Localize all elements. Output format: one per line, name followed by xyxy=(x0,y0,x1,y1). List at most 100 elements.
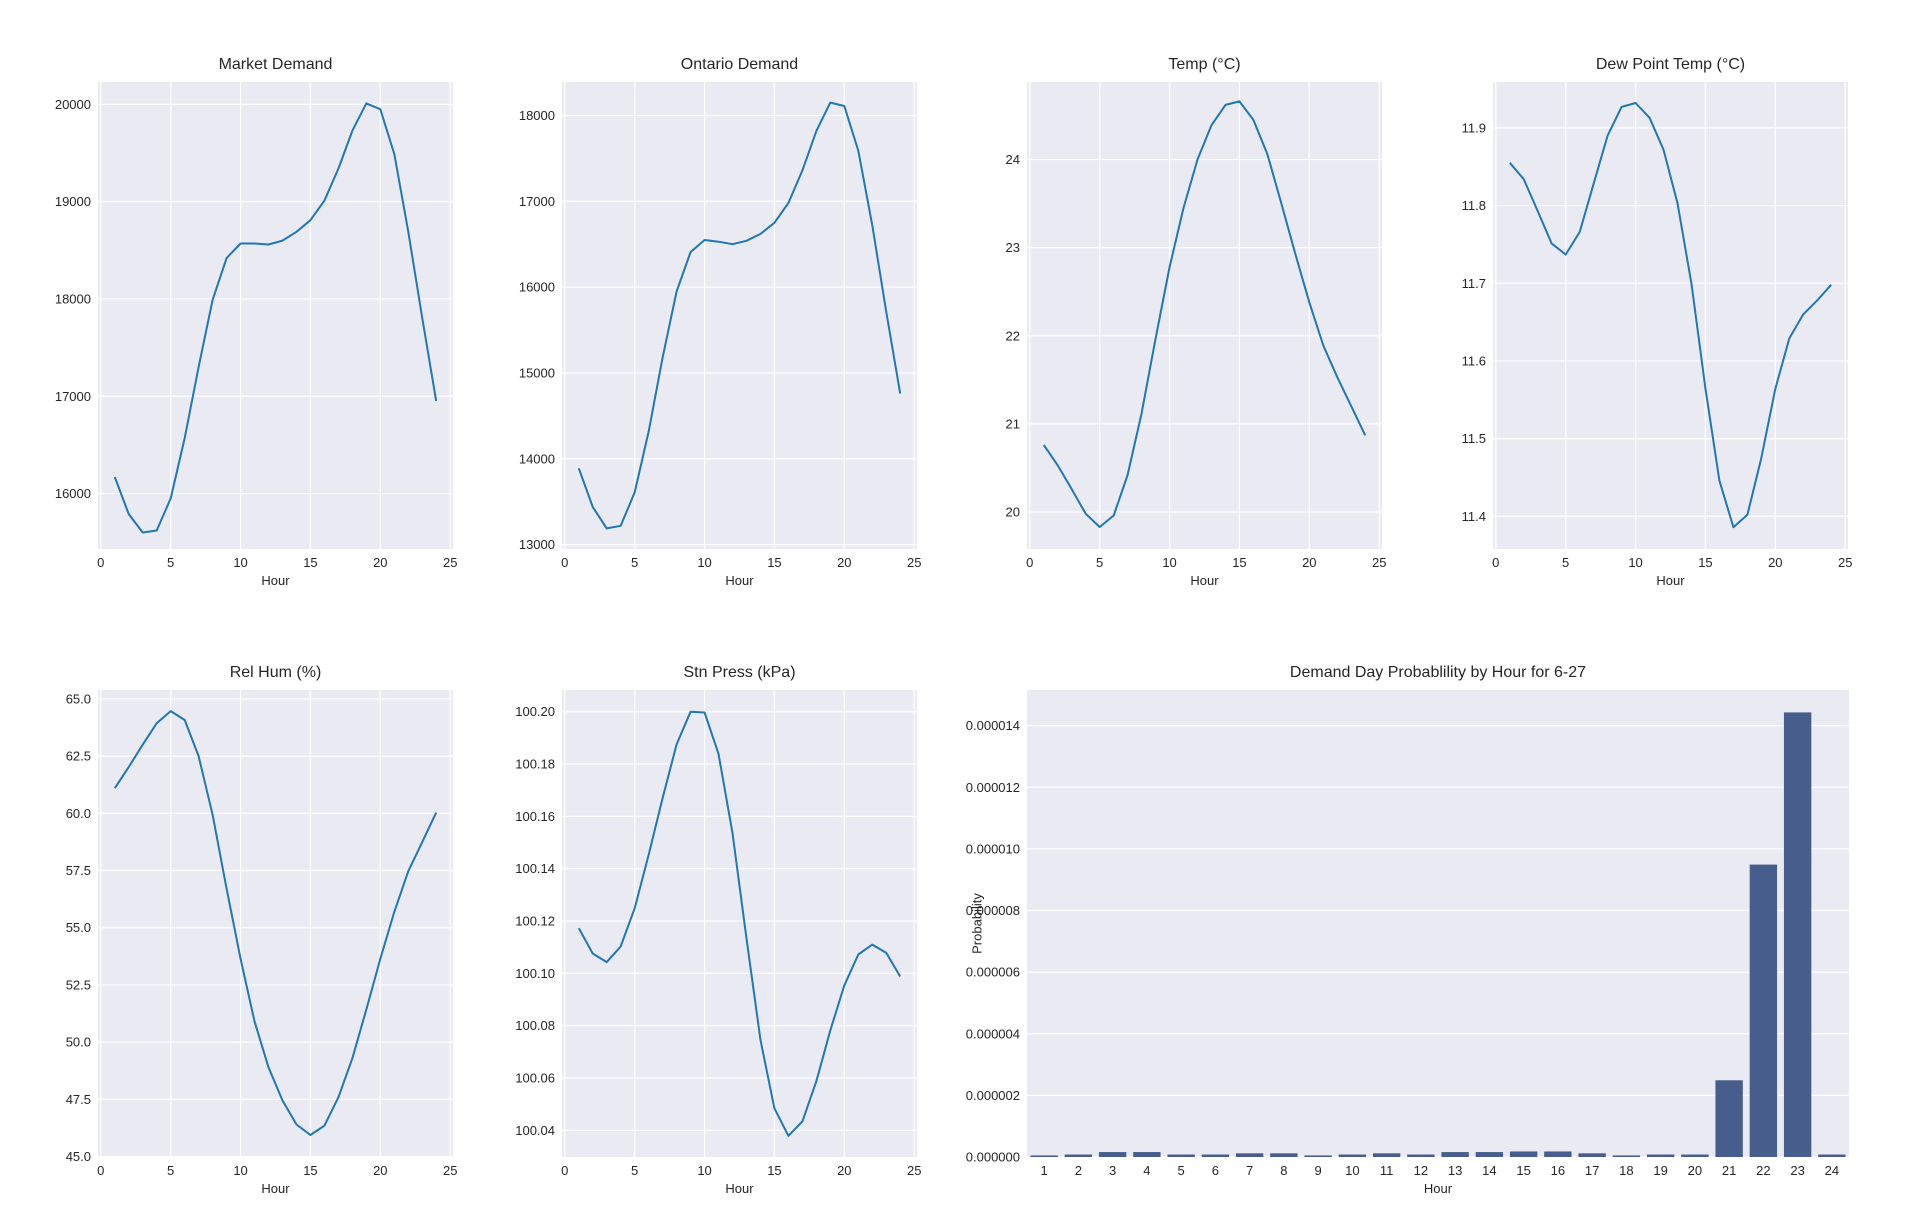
bar-hour-19 xyxy=(1646,1154,1675,1157)
bar-hour-11 xyxy=(1372,1153,1401,1157)
svg-text:0: 0 xyxy=(561,555,568,570)
svg-text:0.000006: 0.000006 xyxy=(966,965,1020,980)
x-axis-label: Hour xyxy=(1190,573,1219,588)
svg-text:100.14: 100.14 xyxy=(515,861,555,876)
bar-hour-10 xyxy=(1338,1154,1367,1157)
svg-text:15: 15 xyxy=(767,1163,781,1178)
svg-text:25: 25 xyxy=(907,1163,921,1178)
bar-hour-23 xyxy=(1783,712,1812,1157)
svg-text:100.20: 100.20 xyxy=(515,704,555,719)
svg-text:100.08: 100.08 xyxy=(515,1018,555,1033)
svg-text:0: 0 xyxy=(1492,555,1499,570)
chart-title: Dew Point Temp (°C) xyxy=(1595,56,1746,73)
bar-hour-24 xyxy=(1818,1154,1846,1157)
svg-text:25: 25 xyxy=(1838,555,1852,570)
svg-text:0.000000: 0.000000 xyxy=(966,1150,1020,1165)
svg-text:0: 0 xyxy=(561,1163,568,1178)
data-line xyxy=(1509,102,1832,529)
svg-text:22: 22 xyxy=(1006,328,1020,343)
chart-title: Temp (°C) xyxy=(1168,56,1241,73)
svg-text:21: 21 xyxy=(1722,1163,1736,1178)
svg-text:17: 17 xyxy=(1585,1163,1599,1178)
bar-hour-13 xyxy=(1441,1152,1469,1157)
bar-hour-22 xyxy=(1749,864,1778,1157)
bar-hour-15 xyxy=(1509,1151,1538,1157)
svg-text:5: 5 xyxy=(631,1163,638,1178)
svg-text:11: 11 xyxy=(1380,1163,1394,1178)
svg-text:4: 4 xyxy=(1143,1163,1150,1178)
svg-text:12: 12 xyxy=(1414,1163,1428,1178)
svg-text:14: 14 xyxy=(1482,1163,1496,1178)
svg-text:17000: 17000 xyxy=(519,194,555,209)
svg-text:20: 20 xyxy=(373,555,387,570)
svg-text:11.6: 11.6 xyxy=(1462,353,1486,368)
svg-text:10: 10 xyxy=(697,555,711,570)
svg-text:11.5: 11.5 xyxy=(1462,431,1486,446)
svg-text:0.000002: 0.000002 xyxy=(966,1088,1020,1103)
svg-text:1: 1 xyxy=(1041,1163,1048,1178)
svg-text:15: 15 xyxy=(1698,555,1712,570)
svg-text:18: 18 xyxy=(1619,1163,1633,1178)
svg-text:0: 0 xyxy=(1026,555,1033,570)
svg-text:25: 25 xyxy=(1372,555,1386,570)
svg-text:25: 25 xyxy=(443,555,457,570)
svg-text:14000: 14000 xyxy=(519,451,555,466)
data-line xyxy=(113,102,438,534)
x-axis-label: Hour xyxy=(725,573,754,588)
bar-hour-7 xyxy=(1235,1153,1264,1157)
svg-text:16: 16 xyxy=(1551,1163,1565,1178)
data-line xyxy=(1042,100,1367,528)
bar-hour-12 xyxy=(1407,1154,1435,1157)
svg-text:10: 10 xyxy=(697,1163,711,1178)
svg-text:6: 6 xyxy=(1212,1163,1219,1178)
svg-text:65.0: 65.0 xyxy=(66,691,91,706)
svg-text:100.18: 100.18 xyxy=(515,757,555,772)
svg-text:19000: 19000 xyxy=(55,194,91,209)
x-axis-label: Hour xyxy=(1656,573,1685,588)
svg-text:5: 5 xyxy=(1096,555,1103,570)
svg-text:0.000012: 0.000012 xyxy=(966,780,1020,795)
chart-title: Ontario Demand xyxy=(680,56,799,73)
svg-text:0.000004: 0.000004 xyxy=(966,1026,1020,1041)
chart-title: Rel Hum (%) xyxy=(229,664,322,681)
svg-text:100.16: 100.16 xyxy=(515,809,555,824)
svg-text:100.10: 100.10 xyxy=(515,966,555,981)
svg-text:11.9: 11.9 xyxy=(1462,120,1486,135)
svg-text:55.0: 55.0 xyxy=(66,920,91,935)
bar-hour-18 xyxy=(1612,1155,1641,1157)
bar-hour-6 xyxy=(1201,1154,1230,1157)
x-axis-label: Hour xyxy=(1423,1181,1453,1196)
svg-text:10: 10 xyxy=(1345,1163,1359,1178)
svg-text:15: 15 xyxy=(767,555,781,570)
svg-text:57.5: 57.5 xyxy=(66,863,91,878)
svg-text:50.0: 50.0 xyxy=(66,1035,91,1050)
svg-text:0.000010: 0.000010 xyxy=(966,841,1020,856)
svg-text:11.8: 11.8 xyxy=(1462,198,1486,213)
svg-text:24: 24 xyxy=(1825,1163,1839,1178)
svg-text:0.000014: 0.000014 xyxy=(966,718,1020,733)
svg-text:8: 8 xyxy=(1280,1163,1287,1178)
svg-text:20: 20 xyxy=(837,1163,851,1178)
svg-text:13: 13 xyxy=(1448,1163,1462,1178)
svg-text:13000: 13000 xyxy=(519,537,555,552)
bar-hour-8 xyxy=(1270,1153,1298,1157)
svg-text:11.7: 11.7 xyxy=(1462,276,1486,291)
svg-text:100.06: 100.06 xyxy=(515,1070,555,1085)
bar-hour-5 xyxy=(1167,1154,1195,1157)
svg-text:17000: 17000 xyxy=(55,389,91,404)
svg-text:25: 25 xyxy=(907,555,921,570)
svg-text:60.0: 60.0 xyxy=(66,806,91,821)
bar-hour-21 xyxy=(1715,1080,1743,1157)
bar-hour-2 xyxy=(1064,1154,1093,1157)
bar-hour-17 xyxy=(1578,1153,1606,1157)
svg-text:22: 22 xyxy=(1756,1163,1770,1178)
svg-text:20000: 20000 xyxy=(55,97,91,112)
svg-text:11.4: 11.4 xyxy=(1462,509,1486,524)
svg-text:25: 25 xyxy=(443,1163,457,1178)
svg-text:0: 0 xyxy=(97,555,104,570)
